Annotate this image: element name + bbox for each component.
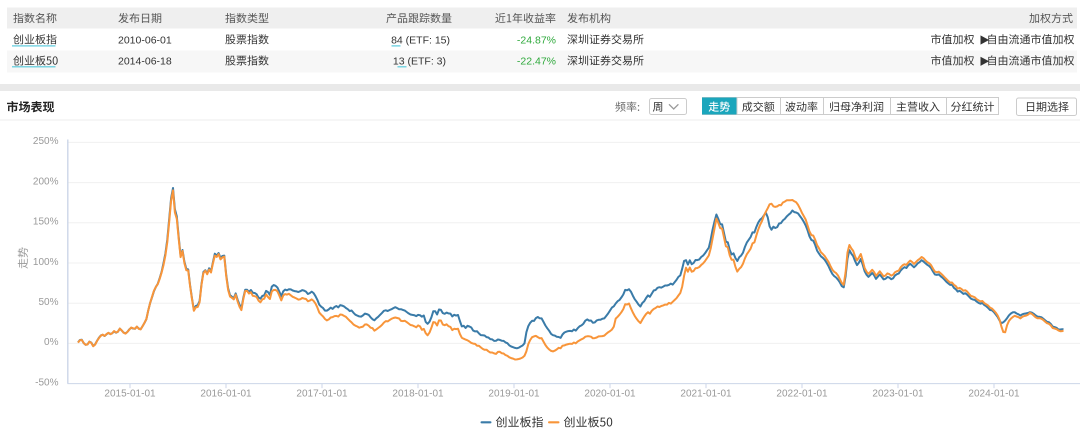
svg-text:2023-01-01: 2023-01-01 bbox=[872, 389, 924, 400]
svg-text:2014-06-18: 2014-06-18 bbox=[118, 56, 172, 68]
svg-text:200%: 200% bbox=[33, 176, 59, 187]
svg-text:-24.87%: -24.87% bbox=[517, 34, 556, 46]
svg-text:2020-01-01: 2020-01-01 bbox=[584, 389, 636, 400]
svg-text:2015-01-01: 2015-01-01 bbox=[104, 389, 156, 400]
svg-text:2010-06-01: 2010-06-01 bbox=[118, 34, 172, 46]
svg-text:2016-01-01: 2016-01-01 bbox=[200, 389, 252, 400]
svg-text:13 (ETF: 3): 13 (ETF: 3) bbox=[393, 56, 446, 68]
svg-text:-50%: -50% bbox=[35, 377, 58, 388]
svg-text:2017-01-01: 2017-01-01 bbox=[296, 389, 348, 400]
svg-text:2022-01-01: 2022-01-01 bbox=[776, 389, 828, 400]
svg-text:84 (ETF: 15): 84 (ETF: 15) bbox=[391, 34, 450, 46]
svg-text:2018-01-01: 2018-01-01 bbox=[392, 389, 444, 400]
svg-text:2024-01-01: 2024-01-01 bbox=[968, 389, 1020, 400]
svg-text:2021-01-01: 2021-01-01 bbox=[680, 389, 732, 400]
svg-text:100%: 100% bbox=[33, 257, 59, 268]
svg-text:50%: 50% bbox=[38, 297, 58, 308]
svg-text:0%: 0% bbox=[44, 337, 59, 348]
svg-text:2019-01-01: 2019-01-01 bbox=[488, 389, 540, 400]
svg-text:-22.47%: -22.47% bbox=[517, 56, 556, 68]
svg-text:250%: 250% bbox=[33, 136, 59, 147]
svg-text:150%: 150% bbox=[33, 217, 59, 228]
